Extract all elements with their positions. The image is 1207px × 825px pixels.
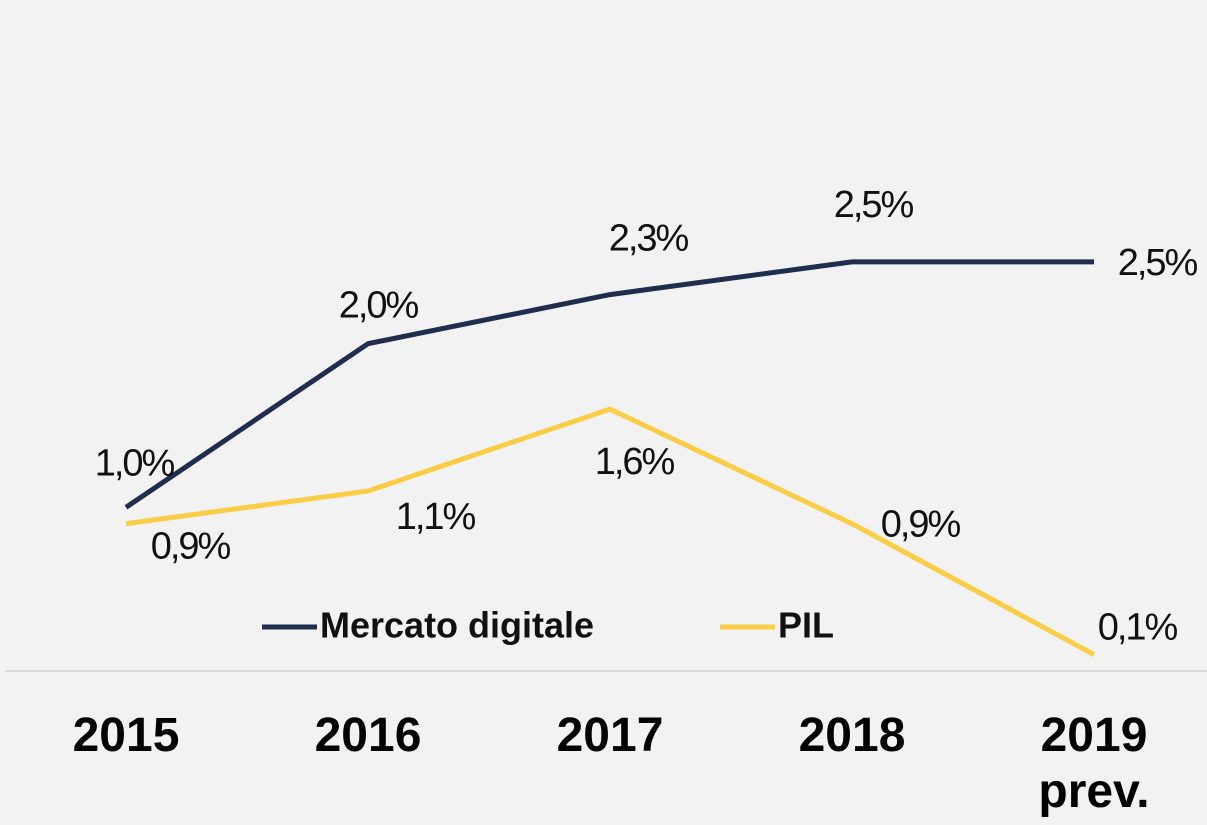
data-label: 2,5% <box>1118 242 1198 284</box>
data-label: 2,3% <box>609 218 689 260</box>
legend-label: PIL <box>778 605 834 646</box>
data-label: 1,6% <box>595 441 675 483</box>
x-tick-label: 2015 <box>72 709 180 762</box>
x-tick-label: 2016 <box>314 709 422 762</box>
series-line <box>125 406 1096 657</box>
data-label: 1,0% <box>95 442 175 484</box>
series-line <box>124 259 1094 510</box>
legend-label: Mercato digitale <box>320 605 594 646</box>
data-label: 2,5% <box>834 184 914 226</box>
data-label: 1,1% <box>396 496 476 538</box>
data-label: 0,1% <box>1098 607 1178 649</box>
data-label: 2,0% <box>339 285 419 327</box>
data-label: 0,9% <box>151 526 231 568</box>
x-tick-label: 2017 <box>556 709 664 762</box>
x-tick-label: 2019 prev. <box>1038 709 1150 818</box>
data-label: 0,9% <box>881 504 961 546</box>
x-tick-label: 2018 <box>798 709 906 762</box>
